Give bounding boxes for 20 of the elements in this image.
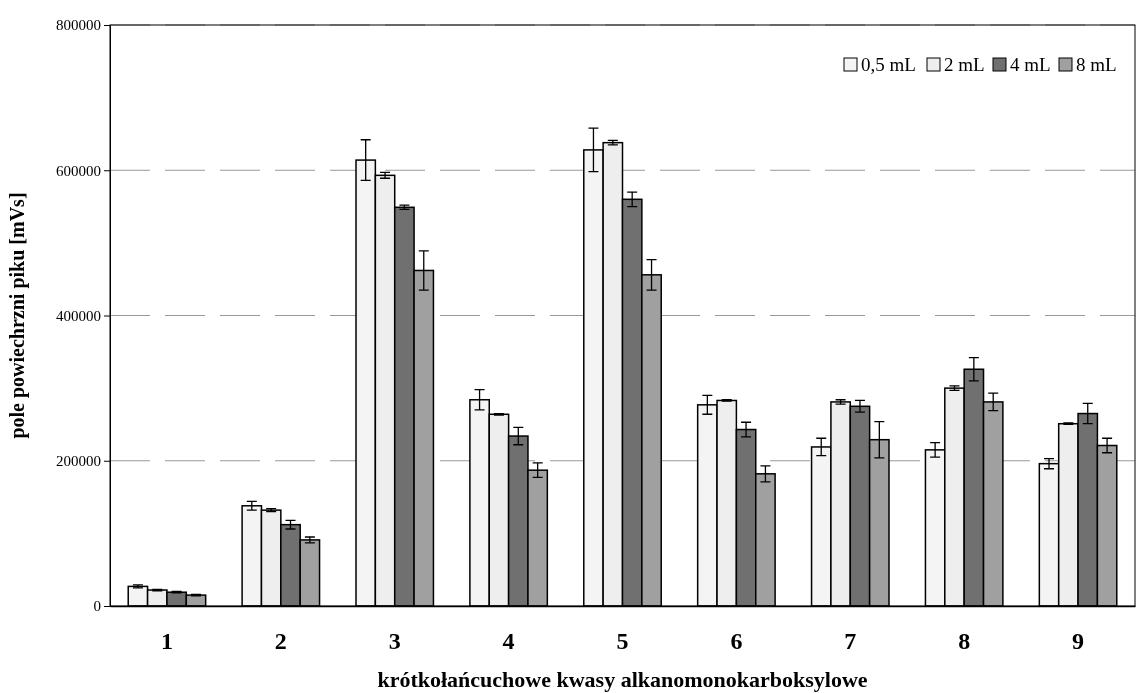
legend-label: 8 mL: [1076, 54, 1117, 75]
y-tick-label: 800000: [56, 17, 101, 34]
x-tick-label: 8: [958, 628, 971, 655]
x-tick-label: 4: [502, 628, 515, 655]
legend-label: 0,5 mL: [861, 54, 916, 75]
legend-label: 2 mL: [944, 54, 985, 75]
x-tick-label: 1: [160, 628, 173, 655]
y-tick-label: 400000: [56, 307, 101, 324]
y-tick-label: 200000: [56, 453, 101, 470]
x-tick-label: 2: [274, 628, 287, 655]
x-tick-label: 5: [616, 628, 629, 655]
x-tick-label: 9: [1072, 628, 1085, 655]
x-tick-label: 6: [730, 628, 743, 655]
x-tick-label: 7: [844, 628, 857, 655]
y-axis-title: pole powiechrzni piku [mVs]: [6, 192, 29, 439]
y-tick-label: 0: [93, 598, 101, 615]
y-tick-label: 600000: [56, 162, 101, 179]
legend-label: 4 mL: [1010, 54, 1051, 75]
x-tick-label: 3: [388, 628, 401, 655]
x-axis-title: krótkołańcuchowe kwasy alkanomonokarboksylowe: [377, 667, 868, 692]
